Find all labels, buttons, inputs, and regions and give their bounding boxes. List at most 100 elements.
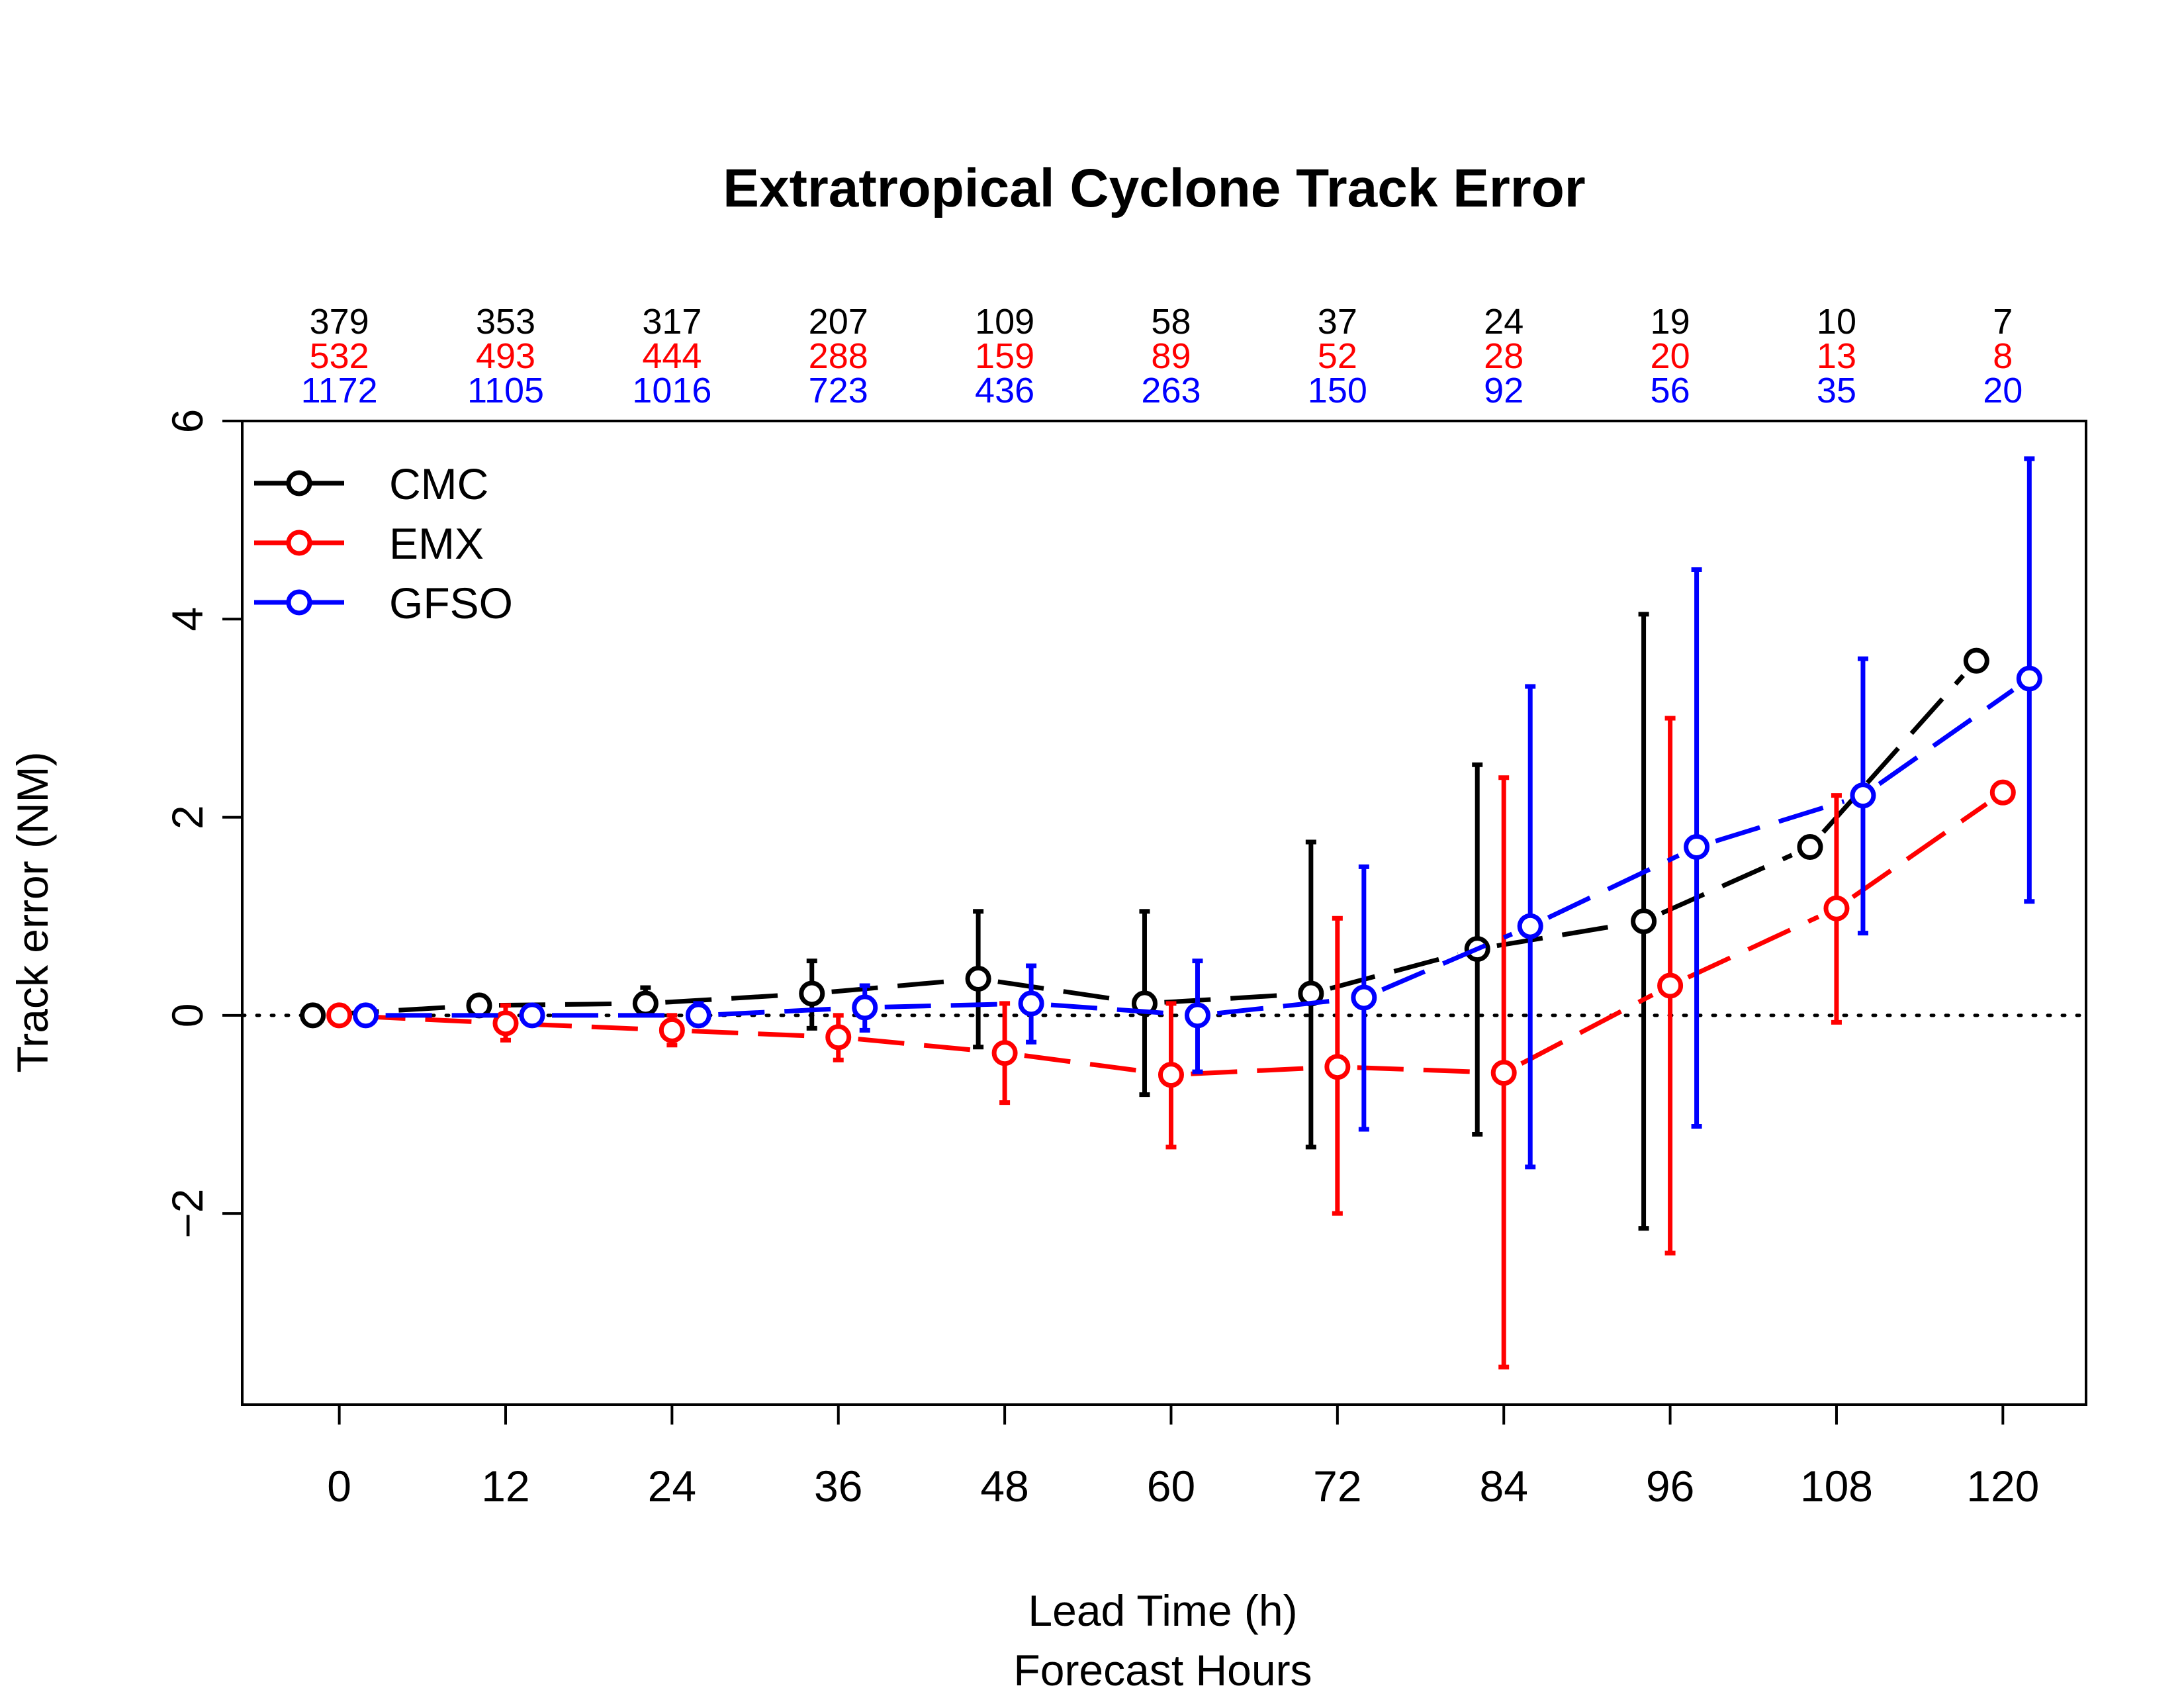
legend-marker-gfso bbox=[286, 589, 312, 616]
y-tick-label: 6 bbox=[163, 409, 212, 434]
series-line-segment bbox=[1687, 914, 1820, 980]
data-point bbox=[466, 992, 492, 1019]
y-tick-label: 4 bbox=[163, 607, 212, 632]
sample-count-gfso: 150 bbox=[1308, 371, 1367, 410]
series-line-segment bbox=[1191, 1065, 1318, 1076]
sample-count-gfso: 92 bbox=[1484, 371, 1524, 410]
x-tick-label: 48 bbox=[980, 1462, 1028, 1511]
series-line-segment bbox=[1050, 1002, 1178, 1017]
series-line-segment bbox=[831, 978, 959, 994]
sample-count-gfso: 1172 bbox=[301, 371, 378, 410]
series-line-segment bbox=[1329, 952, 1459, 991]
sample-count-cmc: 19 bbox=[1651, 302, 1690, 342]
data-point bbox=[799, 980, 825, 1007]
series-line-segment bbox=[997, 979, 1126, 1003]
sample-count-emx: 28 bbox=[1484, 336, 1524, 376]
sample-count-cmc: 207 bbox=[809, 302, 868, 342]
sample-count-cmc: 109 bbox=[975, 302, 1034, 342]
data-point bbox=[1657, 972, 1684, 999]
x-tick-label: 72 bbox=[1313, 1462, 1361, 1511]
legend-label-emx: EMX bbox=[389, 519, 484, 568]
data-point bbox=[1490, 1060, 1517, 1086]
data-point bbox=[1823, 895, 1850, 921]
sample-count-cmc: 353 bbox=[476, 302, 535, 342]
data-point bbox=[1131, 990, 1158, 1017]
data-point bbox=[1158, 1062, 1184, 1088]
sample-count-gfso: 1105 bbox=[467, 371, 544, 410]
series-line-segment bbox=[1821, 674, 1965, 834]
legend-marker-cmc bbox=[286, 470, 312, 496]
data-point bbox=[991, 1040, 1018, 1066]
series-line-segment bbox=[1715, 799, 1845, 843]
legend-marker-emx bbox=[286, 530, 312, 556]
series-line-segment bbox=[1381, 931, 1514, 992]
x-tick-label: 96 bbox=[1646, 1462, 1694, 1511]
sample-count-gfso: 436 bbox=[975, 371, 1034, 410]
data-point bbox=[659, 1017, 685, 1043]
series-line-segment bbox=[884, 1002, 1012, 1009]
x-tick-label: 36 bbox=[814, 1462, 862, 1511]
x-tick-label: 24 bbox=[648, 1462, 696, 1511]
data-point bbox=[1351, 984, 1377, 1011]
data-point bbox=[1963, 647, 1989, 674]
sample-count-gfso: 20 bbox=[1983, 371, 2023, 410]
sample-count-cmc: 37 bbox=[1318, 302, 1357, 342]
series-line-segment bbox=[718, 1006, 845, 1017]
sample-count-emx: 493 bbox=[476, 336, 535, 376]
data-point bbox=[852, 994, 878, 1021]
sample-count-cmc: 10 bbox=[1817, 302, 1856, 342]
series-line-segment bbox=[1164, 992, 1292, 1005]
sample-count-cmc: 7 bbox=[1993, 302, 2013, 342]
series-line-segment bbox=[692, 1029, 819, 1039]
sample-count-emx: 13 bbox=[1817, 336, 1856, 376]
legend-label-gfso: GFSO bbox=[389, 579, 513, 628]
legend-label-cmc: CMC bbox=[389, 459, 488, 508]
data-point bbox=[1797, 833, 1823, 860]
sample-count-emx: 8 bbox=[1993, 336, 2013, 376]
data-point bbox=[1684, 833, 1710, 860]
sample-count-emx: 89 bbox=[1151, 336, 1191, 376]
series-line-segment bbox=[1878, 688, 2015, 786]
sample-count-cmc: 24 bbox=[1484, 302, 1524, 342]
y-tick-label: 2 bbox=[163, 805, 212, 829]
x-axis-label: Lead Time (h) bbox=[1028, 1586, 1297, 1635]
sample-count-cmc: 317 bbox=[642, 302, 702, 342]
plot-frame bbox=[241, 420, 2087, 1406]
series-line-segment bbox=[1496, 922, 1625, 949]
series-line-segment bbox=[665, 992, 792, 1005]
sample-count-emx: 444 bbox=[642, 336, 702, 376]
sample-count-emx: 159 bbox=[975, 336, 1034, 376]
series-line-segment bbox=[525, 1021, 653, 1032]
chart-title: Extratropical Cyclone Track Error bbox=[723, 158, 1585, 218]
sample-count-emx: 288 bbox=[809, 336, 868, 376]
x-tick-label: 12 bbox=[481, 1462, 529, 1511]
series-line-segment bbox=[359, 1013, 486, 1025]
sample-count-emx: 532 bbox=[310, 336, 369, 376]
y-tick-label: 0 bbox=[163, 1004, 212, 1028]
data-point bbox=[1989, 779, 2016, 806]
data-point bbox=[825, 1024, 852, 1051]
sample-count-gfso: 56 bbox=[1651, 371, 1690, 410]
series-line-segment bbox=[1520, 992, 1654, 1066]
series-emx bbox=[326, 716, 2016, 1370]
data-point bbox=[1324, 1054, 1351, 1080]
data-point bbox=[300, 1002, 326, 1029]
data-point bbox=[492, 1010, 519, 1037]
sample-count-gfso: 263 bbox=[1141, 371, 1201, 410]
sample-count-gfso: 723 bbox=[809, 371, 868, 410]
sample-count-emx: 52 bbox=[1318, 336, 1357, 376]
data-point bbox=[1018, 990, 1044, 1017]
series-line-segment bbox=[1216, 997, 1345, 1016]
series-line-segment bbox=[858, 1037, 985, 1054]
x-axis-label-2: Forecast Hours bbox=[1013, 1646, 1312, 1688]
sample-count-emx: 20 bbox=[1651, 336, 1690, 376]
series-line-segment bbox=[498, 1001, 626, 1008]
data-point bbox=[1631, 908, 1657, 935]
data-point bbox=[1850, 782, 1876, 809]
series-line-segment bbox=[1357, 1065, 1484, 1075]
data-point bbox=[2016, 665, 2042, 692]
data-point bbox=[1184, 1002, 1210, 1029]
sample-count-cmc: 58 bbox=[1151, 302, 1191, 342]
